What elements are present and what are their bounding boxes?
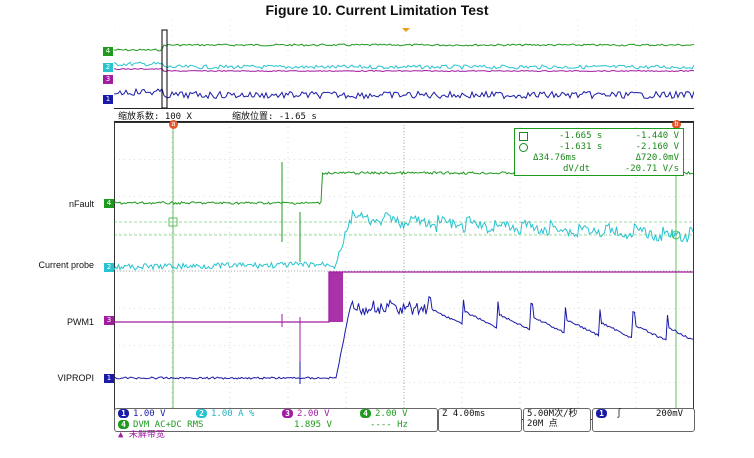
cursor-b-circle-icon [519, 143, 528, 152]
overview-trace-nfault [114, 43, 694, 52]
cursor-dvdt-value: -20.71 V/s [624, 164, 679, 174]
cursor-a-value: -1.440 V [635, 131, 679, 141]
overview-ch1-tag[interactable]: 1 [103, 95, 113, 104]
trace-current-probe [114, 209, 694, 271]
timebase-box[interactable] [438, 408, 522, 432]
zoom-factor-text: 缩放系数: 100 X [118, 112, 192, 122]
zoom-info-bar: 缩放系数: 100 X 缩放位置: -1.65 s [114, 108, 694, 122]
overview-ch3-tag[interactable]: 3 [103, 75, 113, 84]
trace-nfault [114, 170, 694, 206]
trigger-box[interactable] [592, 408, 695, 432]
dvm-frequency: ---- Hz [370, 420, 408, 430]
ch2-level-tag[interactable]: 2 [104, 263, 114, 272]
trace-pwm1-burst [329, 272, 343, 322]
cursor-a-marker[interactable]: a [169, 120, 178, 129]
label-current-probe: Current probe [38, 260, 94, 270]
main-waveforms [114, 122, 694, 420]
warning-triangle-icon: ▲ [118, 430, 129, 440]
ch3-scale[interactable]: 3 2.00 V [282, 409, 330, 420]
ch1-level-tag[interactable]: 1 [104, 374, 114, 383]
ch4-level-tag[interactable]: 4 [104, 199, 114, 208]
ch2-scale[interactable]: 2 1.00 A % [196, 409, 254, 420]
rising-edge-icon: ∫ [616, 409, 622, 419]
cursor-b-marker[interactable]: b [672, 120, 681, 129]
cursor-b-time: -1.631 s [559, 142, 603, 152]
label-vipropi: VIPROPI [57, 373, 94, 383]
ch3-level-tag[interactable]: 3 [104, 316, 114, 325]
cursor-a-square-icon [519, 132, 528, 141]
label-nfault: nFault [68, 199, 94, 209]
overview-ch4-tag[interactable]: 4 [103, 47, 113, 56]
cursor-dvdt-label: dV/dt [563, 164, 591, 174]
timebase-icon: Z [442, 409, 453, 419]
overview-waveforms [114, 20, 694, 108]
overview-trace-vipropi [114, 87, 694, 100]
cursor-delta-time: Δ34.76ms [533, 153, 577, 163]
zoom-position-text: 缩放位置: -1.65 s [232, 112, 317, 122]
label-pwm1: PWM1 [67, 317, 94, 327]
dvm-readout: 4 DVM AC+DC RMS [118, 420, 203, 431]
cursor-b-value: -2.160 V [635, 142, 679, 152]
sample-rate: 5.00M次/秒 [527, 409, 578, 419]
overview-trace-current [114, 61, 694, 70]
dvm-value: 1.895 V [294, 420, 332, 430]
cursor-readout-panel: -1.665 s -1.440 V -1.631 s -2.160 V Δ34.… [514, 128, 684, 176]
trigger-position-icon [402, 28, 410, 32]
scope-status-bar: 1 1.00 V 2 1.00 A % 3 2.00 V 4 2.00 V 4 DVM A… [114, 408, 695, 441]
acquisition-box[interactable] [523, 408, 591, 432]
channel-scale-box [114, 408, 438, 432]
trigger-level: 200mV [656, 409, 684, 419]
zoom-window-box[interactable] [161, 29, 168, 108]
ch1-scale[interactable]: 1 1.00 V [118, 409, 166, 420]
trigger-setting[interactable]: 1 ∫ [596, 409, 622, 420]
overview-ch2-tag[interactable]: 2 [103, 63, 113, 72]
ch4-scale[interactable]: 4 2.00 V [360, 409, 408, 420]
timebase[interactable]: Z 4.00ms [442, 409, 486, 419]
trace-vipropi [114, 295, 694, 380]
dvm-status: ▲ 未解带宽 [118, 430, 165, 440]
overview-trace-pwm1 [114, 68, 694, 73]
record-length: 20M 点 [527, 419, 558, 429]
figure-title: Figure 10. Current Limitation Test [265, 2, 489, 18]
cursor-a-time: -1.665 s [559, 131, 603, 141]
cursor-a-square [168, 217, 178, 227]
cursor-delta-value: Δ720.0mV [635, 153, 679, 163]
